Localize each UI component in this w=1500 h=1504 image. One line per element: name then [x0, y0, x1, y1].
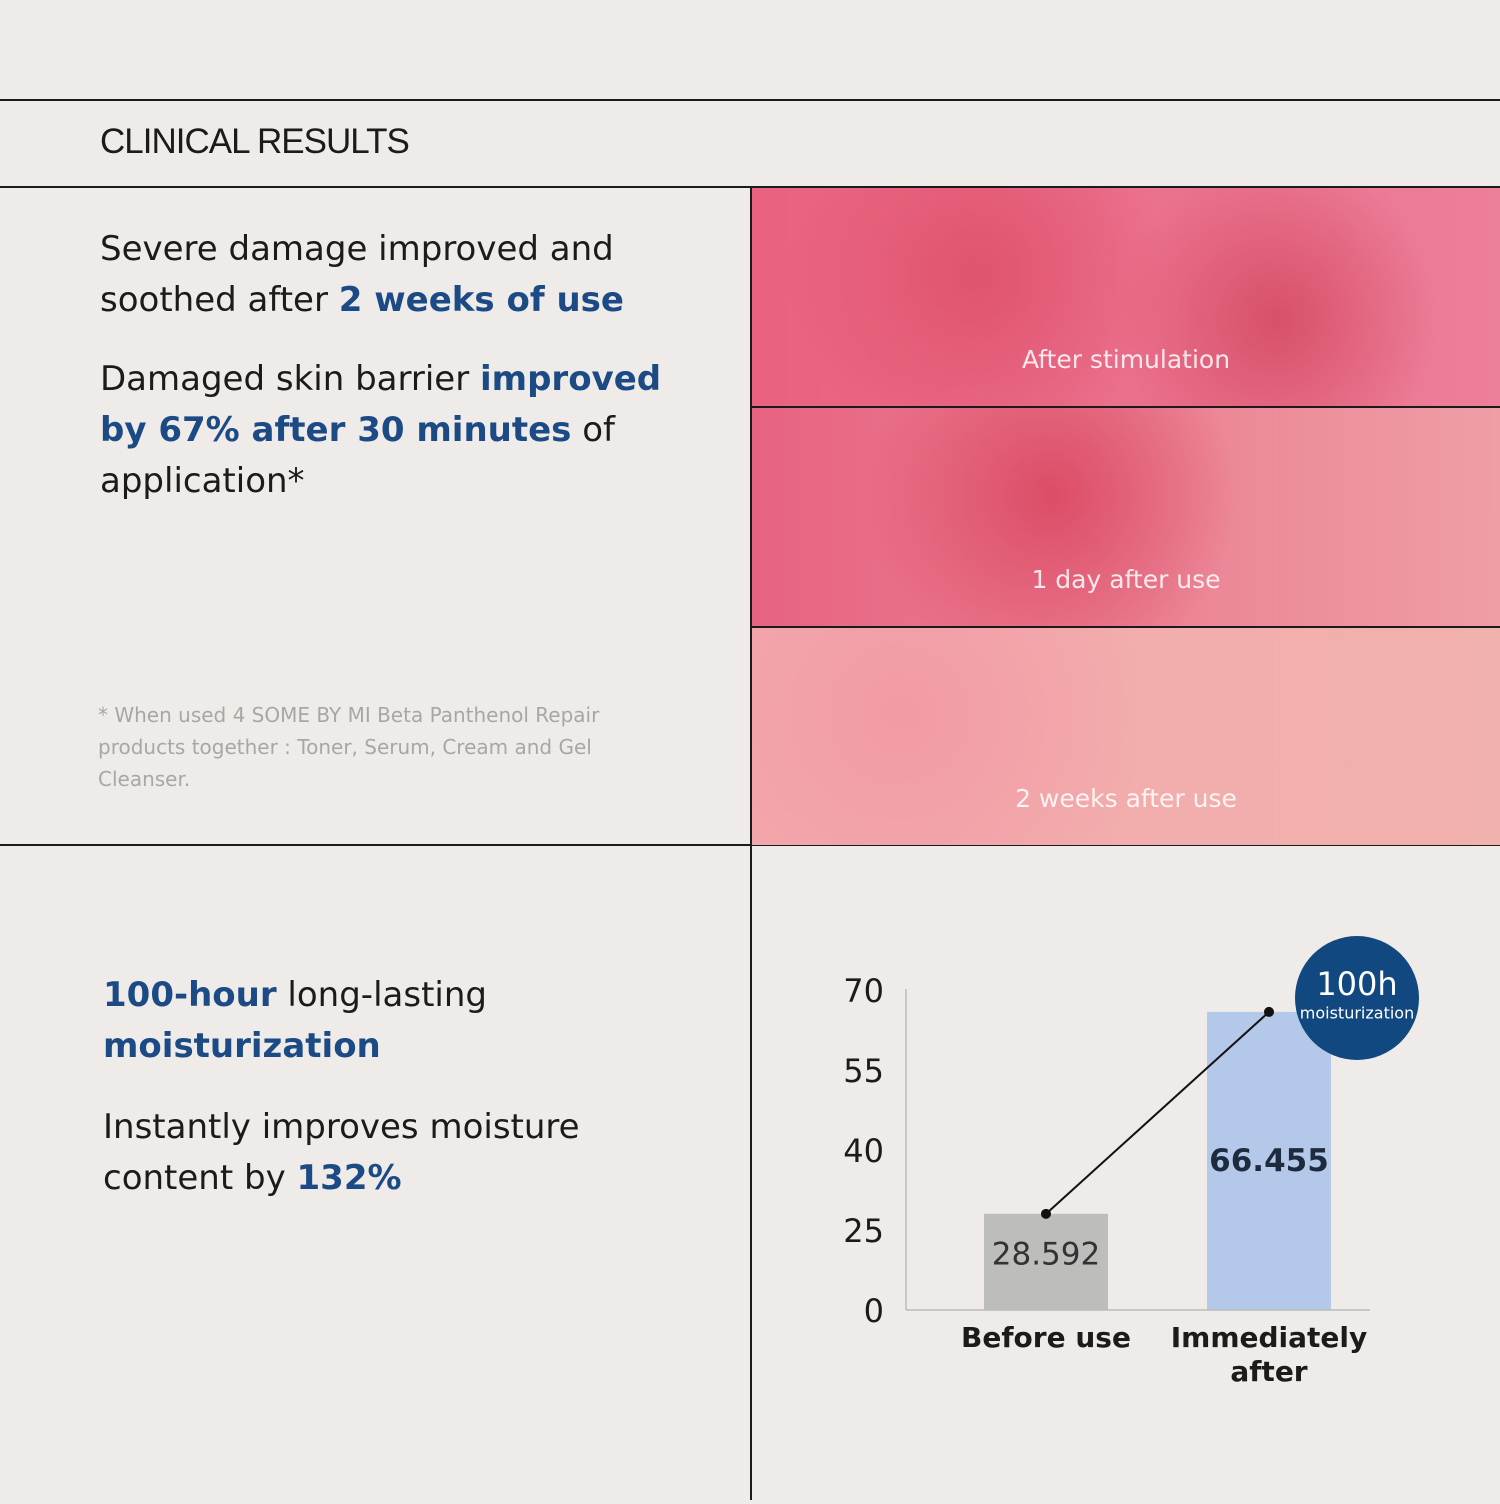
image-label: 2 weeks after use: [1015, 784, 1237, 813]
skin-image: 2 weeks after use: [752, 628, 1500, 845]
y-tick-label: 0: [864, 1292, 884, 1330]
x-tick-label: Before use: [961, 1321, 1131, 1354]
skin-image: 1 day after use: [752, 408, 1500, 626]
rule: [0, 99, 1500, 101]
connector-dot: [1041, 1208, 1051, 1219]
x-tick-label: Immediately after: [1170, 1321, 1368, 1388]
paragraph: Damaged skin barrier improved by 67% aft…: [100, 354, 710, 507]
connector-dot: [1264, 1006, 1274, 1017]
skin-image: After stimulation: [752, 188, 1500, 406]
text-run: Damaged skin barrier: [100, 359, 480, 399]
paragraph: Instantly improves moisture content by 1…: [103, 1102, 623, 1204]
value-label: 66.455: [1209, 1143, 1329, 1179]
connector-line: [1045, 1011, 1270, 1215]
text-run: of application*: [100, 410, 615, 501]
text-run: moisturization: [103, 1026, 381, 1066]
text-run: long-lasting: [276, 975, 487, 1015]
bar: [984, 1213, 1108, 1310]
bar: [1207, 1011, 1331, 1310]
value-label: 28.592: [992, 1236, 1100, 1272]
image-label: 1 day after use: [1031, 565, 1221, 594]
text-run: improved by 67% after 30 minutes: [100, 359, 662, 450]
badge: [1295, 936, 1419, 1060]
text-run: 2 weeks of use: [338, 280, 624, 320]
y-tick-label: 55: [843, 1052, 884, 1090]
chart-area: 0 25 40 55 70 28.592 66.455 100h moisturization …: [752, 846, 1500, 1500]
rule: [752, 626, 1500, 628]
y-tick-label: 40: [843, 1132, 884, 1170]
rule: [752, 406, 1500, 408]
paragraph: Severe damage improved and soothed after…: [100, 224, 660, 326]
rule: [750, 187, 752, 1500]
footnote: * When used 4 SOME BY MI Beta Panthenol …: [98, 703, 600, 791]
y-tick-label: 70: [843, 972, 884, 1010]
badge-subtitle: moisturization: [1300, 1004, 1414, 1023]
y-tick-label: 25: [843, 1212, 884, 1250]
text-run: 132%: [296, 1158, 402, 1198]
text-run: 100-hour: [103, 975, 277, 1015]
image-label: After stimulation: [1021, 345, 1231, 374]
text-run: Severe damage improved and soothed after: [100, 229, 614, 320]
text-run: Instantly improves moisture content by: [103, 1107, 580, 1198]
paragraph: 100-hour long-lasting moisturization: [103, 970, 523, 1072]
title: CLINICAL RESULTS: [100, 122, 410, 161]
badge-title: 100h: [1316, 965, 1397, 1003]
